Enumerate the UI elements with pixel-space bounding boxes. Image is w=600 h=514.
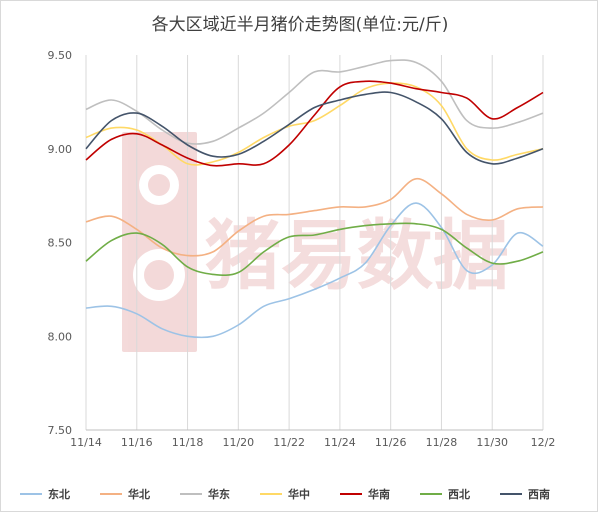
legend-label: 西北 [448, 487, 470, 501]
legend-label: 华东 [208, 487, 230, 501]
series-line-7 [85, 91, 544, 165]
series-line-6 [85, 222, 544, 277]
x-tick-label: 11/22 [273, 436, 305, 449]
y-tick-label: 9.00 [48, 143, 73, 156]
legend-label: 华南 [368, 487, 390, 501]
watermark: 猪易数据 [122, 132, 509, 352]
y-axis: 7.50 8.00 8.50 9.00 9.50 [48, 49, 73, 437]
x-tick-label: 11/14 [70, 436, 102, 449]
legend: 东北 华北 华东 华中 华南 西北 西南 [20, 487, 550, 501]
x-tick-label: 11/18 [172, 436, 204, 449]
legend-label: 华中 [288, 487, 310, 501]
x-tick-label: 11/24 [324, 436, 356, 449]
series-line-5 [85, 80, 544, 167]
x-axis: 11/14 11/16 11/18 11/20 11/22 11/24 11/26 11/28… [70, 429, 556, 449]
y-tick-label: 8.00 [48, 330, 73, 343]
series-line-3 [85, 59, 544, 145]
legend-label: 东北 [48, 487, 70, 501]
x-tick-label: 11/30 [476, 436, 508, 449]
gridlines [85, 55, 544, 430]
x-tick-label: 11/26 [375, 436, 407, 449]
x-tick-label: 11/20 [222, 436, 254, 449]
y-tick-label: 7.50 [48, 424, 73, 437]
y-tick-label: 9.50 [48, 49, 73, 62]
x-tick-label: 11/28 [426, 436, 458, 449]
series-lines [85, 59, 544, 339]
legend-label: 西南 [528, 487, 550, 501]
x-tick-label: 12/2 [531, 436, 556, 449]
series-line-2 [85, 177, 544, 257]
watermark-text: 猪易数据 [205, 211, 509, 300]
y-tick-label: 8.50 [48, 237, 73, 250]
legend-label: 华北 [128, 487, 150, 501]
series-line-1 [85, 202, 544, 339]
chart-title: 各大区域近半月猪价走势图(单位:元/斤) [152, 15, 449, 35]
x-tick-label: 11/16 [121, 436, 153, 449]
